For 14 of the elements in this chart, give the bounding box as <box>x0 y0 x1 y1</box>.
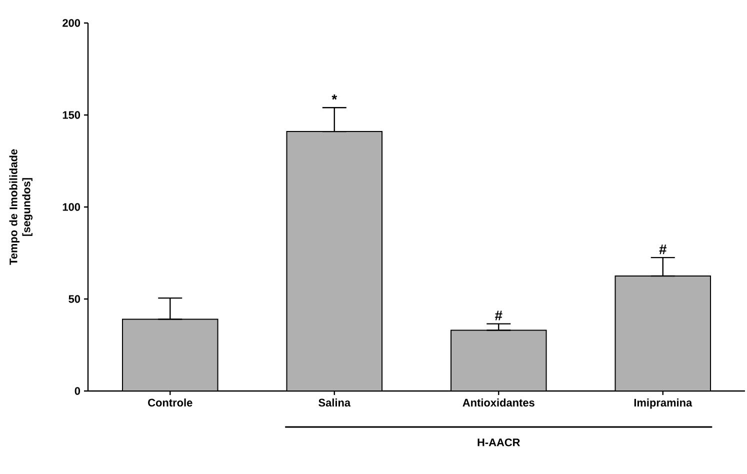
x-tick-label: Controle <box>148 398 192 407</box>
y-tick-label: 0 <box>74 387 80 395</box>
annotation: # <box>659 244 667 254</box>
y-tick-label: 100 <box>62 203 80 211</box>
y-tick-label: 200 <box>62 19 80 27</box>
y-tick-label: 150 <box>62 111 80 119</box>
x-tick-label: Antioxidantes <box>462 398 534 407</box>
y-tick-label: 50 <box>68 295 80 303</box>
annotation: * <box>332 94 338 100</box>
x-tick-label: Imipramina <box>634 398 692 409</box>
x-tick-label: Salina <box>318 398 351 407</box>
text: H-AACR <box>478 438 520 446</box>
annotation: # <box>494 310 502 320</box>
y-axis-title: Tempo de Imobilidade [segundos] <box>9 149 32 265</box>
